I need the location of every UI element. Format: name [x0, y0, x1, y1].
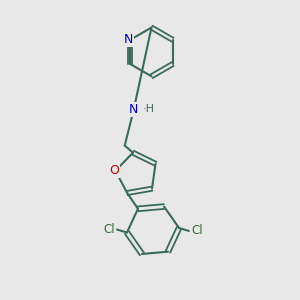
Text: ·H: ·H [143, 104, 155, 114]
Text: N: N [129, 103, 138, 116]
Text: Cl: Cl [103, 223, 115, 236]
Text: Cl: Cl [191, 224, 203, 237]
Text: N: N [124, 33, 133, 46]
Text: O: O [109, 164, 119, 177]
